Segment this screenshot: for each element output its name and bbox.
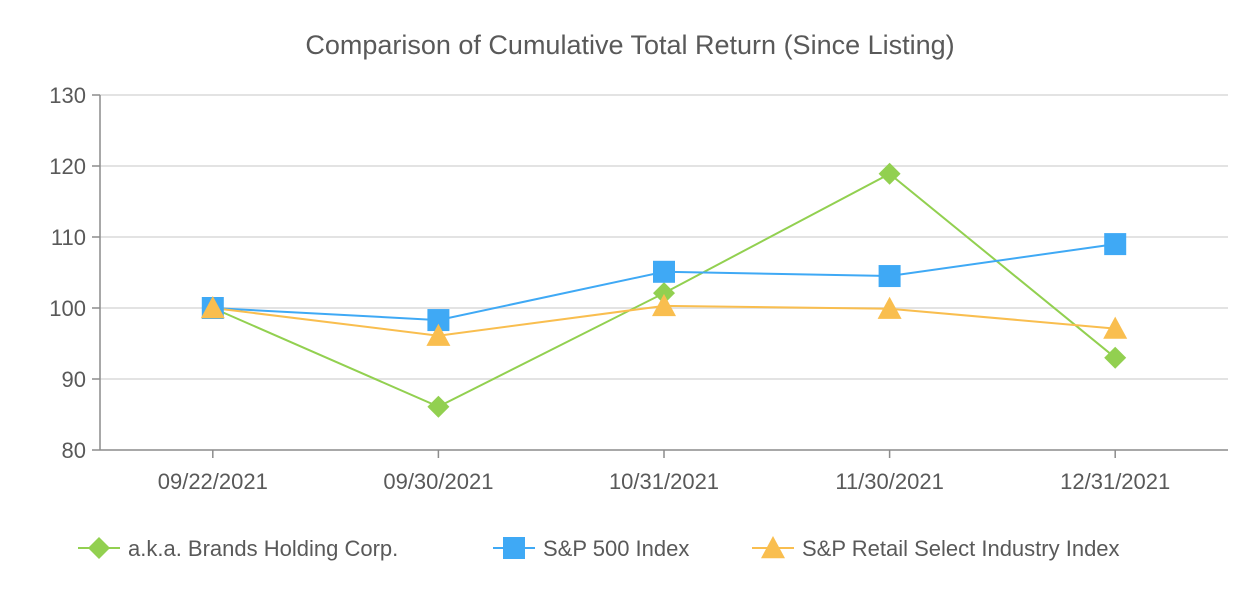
- data-point-triangle: [1103, 316, 1128, 339]
- x-tick-label: 12/31/2021: [1060, 469, 1170, 494]
- data-point-square: [1104, 233, 1127, 256]
- data-point-square: [427, 309, 450, 332]
- legend-label: a.k.a. Brands Holding Corp.: [128, 536, 398, 561]
- legend-label: S&P 500 Index: [543, 536, 689, 561]
- data-point-triangle: [877, 296, 902, 319]
- data-point-triangle: [426, 323, 451, 346]
- legend-diamond-icon: [88, 537, 110, 559]
- x-tick-label: 11/30/2021: [835, 469, 943, 494]
- x-tick-label: 10/31/2021: [609, 469, 719, 494]
- data-point-triangle: [200, 296, 225, 319]
- data-point-square: [653, 260, 675, 283]
- legend-triangle-icon: [761, 536, 785, 559]
- y-tick-label: 130: [49, 83, 86, 108]
- x-tick-label: 09/22/2021: [158, 469, 268, 494]
- y-tick-label: 80: [62, 438, 86, 463]
- y-tick-label: 110: [51, 225, 86, 250]
- data-point-square: [878, 265, 901, 288]
- data-point-diamond: [427, 395, 450, 418]
- y-tick-label: 120: [49, 154, 86, 179]
- chart-title: Comparison of Cumulative Total Return (S…: [305, 30, 954, 60]
- y-tick-label: 100: [49, 296, 86, 321]
- data-point-diamond: [1104, 346, 1127, 369]
- data-point-diamond: [653, 282, 675, 305]
- legend-square-icon: [503, 537, 525, 559]
- y-tick-label: 90: [62, 367, 86, 392]
- legend-label: S&P Retail Select Industry Index: [802, 536, 1120, 561]
- data-point-diamond: [878, 162, 901, 185]
- x-tick-label: 09/30/2021: [383, 469, 493, 494]
- data-point-triangle: [652, 293, 676, 317]
